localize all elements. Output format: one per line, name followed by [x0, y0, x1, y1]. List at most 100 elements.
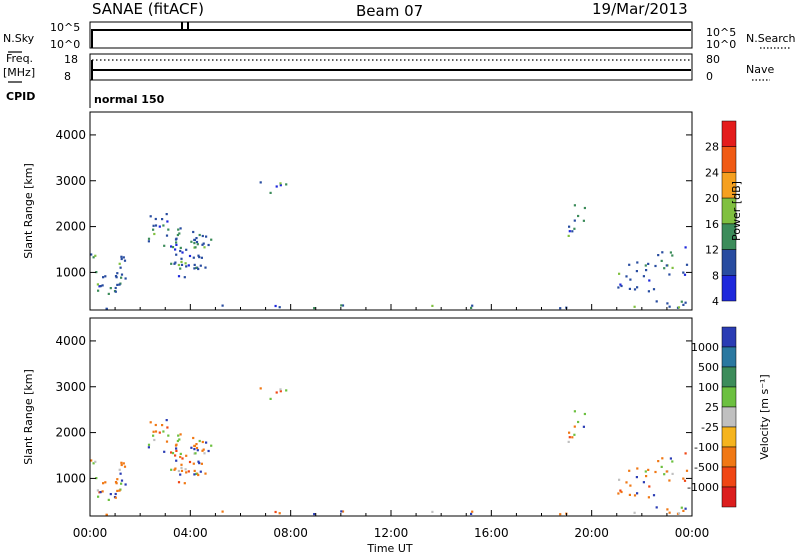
echo-cell	[175, 459, 178, 462]
echo-cell	[340, 510, 343, 513]
echo-cell	[285, 389, 288, 392]
echo-cell	[187, 264, 190, 267]
echo-cell	[573, 410, 576, 413]
echo-cell	[582, 425, 585, 428]
echo-cell	[193, 238, 196, 241]
echo-cell	[341, 304, 345, 307]
velocity-colorbar: 1000 500 100 25 -25 -100 -500 -1000	[687, 326, 737, 508]
echo-cell	[669, 251, 672, 254]
echo-cell	[195, 443, 198, 446]
echo-cell	[571, 436, 574, 439]
echo-cell	[683, 273, 687, 276]
x-tick-label: 20:00	[574, 526, 609, 540]
nave-tick-top: 80	[706, 53, 720, 66]
echo-cell	[123, 259, 127, 262]
echo-cell	[161, 218, 164, 221]
echo-cell	[171, 452, 175, 455]
echo-cell	[636, 467, 639, 470]
echo-cell	[677, 512, 681, 515]
echo-cell	[170, 262, 173, 265]
echo-cell	[204, 472, 207, 475]
echo-cell	[97, 289, 100, 292]
echo-cell	[109, 287, 112, 290]
cpid-value: normal 150	[94, 93, 165, 106]
freq-label-2: [MHz]	[3, 66, 35, 79]
nsky-label: N.Sky	[3, 32, 35, 45]
echo-cell	[431, 304, 434, 307]
echo-cell	[582, 219, 585, 222]
echo-cell	[180, 463, 183, 466]
echo-cell	[668, 479, 671, 482]
echo-cell	[201, 234, 204, 238]
echo-cell	[154, 217, 157, 221]
power-panel: 1000 2000 3000 4000 Slant Range [km] 28 24 20…	[22, 111, 743, 311]
echo-cell	[583, 412, 586, 416]
echo-cell	[115, 276, 118, 279]
echo-cell	[193, 448, 196, 451]
y-tick-label: 2000	[55, 220, 86, 234]
x-tick-label: 04:00	[173, 526, 208, 540]
nave-label: Nave	[746, 63, 774, 76]
echo-cell	[635, 270, 638, 273]
y-tick-label: 1000	[55, 265, 86, 279]
colorbar-band	[721, 466, 737, 488]
y-tick-label: 1000	[55, 471, 86, 485]
echo-cell	[174, 454, 177, 457]
colorbar-band	[721, 366, 737, 388]
echo-cell	[193, 263, 196, 266]
echo-cell	[174, 261, 177, 264]
echo-cell	[568, 436, 571, 439]
echo-cell	[180, 263, 184, 266]
colorbar-tick-label: 100	[698, 381, 719, 394]
echo-cell	[671, 254, 674, 257]
colorbar-band	[721, 146, 737, 173]
echo-cell	[167, 228, 170, 231]
echo-cell	[96, 489, 99, 492]
echo-cell	[152, 434, 155, 437]
echo-cell	[200, 462, 203, 465]
echo-cell	[660, 465, 663, 468]
echo-cell	[194, 452, 197, 455]
echo-cell	[158, 431, 161, 434]
echo-cell	[685, 263, 689, 266]
echo-cell	[196, 243, 199, 246]
nsearch-label: N.Search	[746, 32, 796, 45]
echo-cell	[567, 440, 570, 443]
echo-cell	[680, 506, 683, 509]
echo-cell	[185, 454, 188, 457]
echo-cell	[154, 430, 158, 433]
echo-cell	[177, 434, 180, 437]
echo-cell	[274, 304, 277, 308]
echo-cell	[625, 481, 628, 484]
echo-cell	[114, 492, 117, 496]
colorbar-band	[721, 249, 737, 276]
echo-cell	[158, 225, 161, 228]
colorbar-band	[721, 446, 737, 468]
echo-cell	[92, 462, 95, 465]
echo-cell	[666, 302, 669, 305]
echo-cell	[279, 182, 282, 185]
power-colorbar-label: Power [dB]	[730, 181, 743, 241]
echo-cell	[149, 421, 152, 424]
echo-cell	[152, 228, 155, 231]
colorbar-tick-label: 28	[705, 141, 719, 154]
echo-cell	[161, 424, 164, 427]
colorbar-tick-label: -25	[701, 421, 719, 434]
echo-cell	[573, 227, 576, 230]
echo-cell	[680, 300, 683, 303]
cpid-label: CPID	[6, 90, 35, 103]
echo-cell	[275, 185, 278, 188]
echo-cell	[197, 473, 200, 477]
echo-cell	[184, 262, 187, 265]
velocity-colorbar-label: Velocity [m s⁻¹]	[758, 374, 771, 459]
echo-cell	[661, 457, 664, 460]
echo-cell	[559, 307, 562, 310]
echo-cell	[154, 423, 157, 427]
echo-cell	[628, 469, 631, 472]
echo-cell	[625, 275, 628, 278]
echo-cell	[120, 273, 124, 276]
x-tick-label: 12:00	[374, 526, 409, 540]
echo-cell	[210, 444, 213, 447]
echo-cell	[573, 425, 576, 428]
echo-cell	[165, 419, 168, 422]
